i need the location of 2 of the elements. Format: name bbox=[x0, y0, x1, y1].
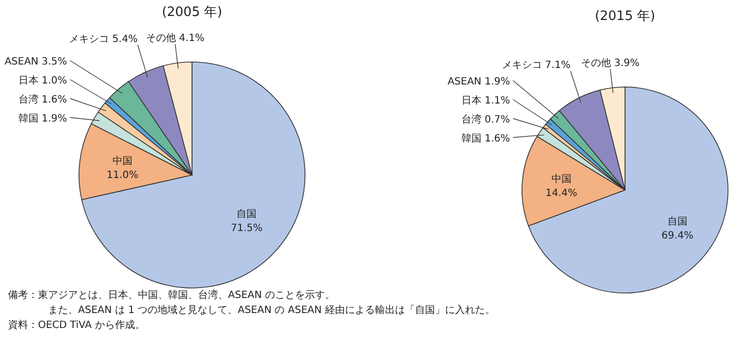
title: (2015 年) bbox=[594, 9, 656, 24]
title: (2005 年) bbox=[162, 5, 222, 20]
